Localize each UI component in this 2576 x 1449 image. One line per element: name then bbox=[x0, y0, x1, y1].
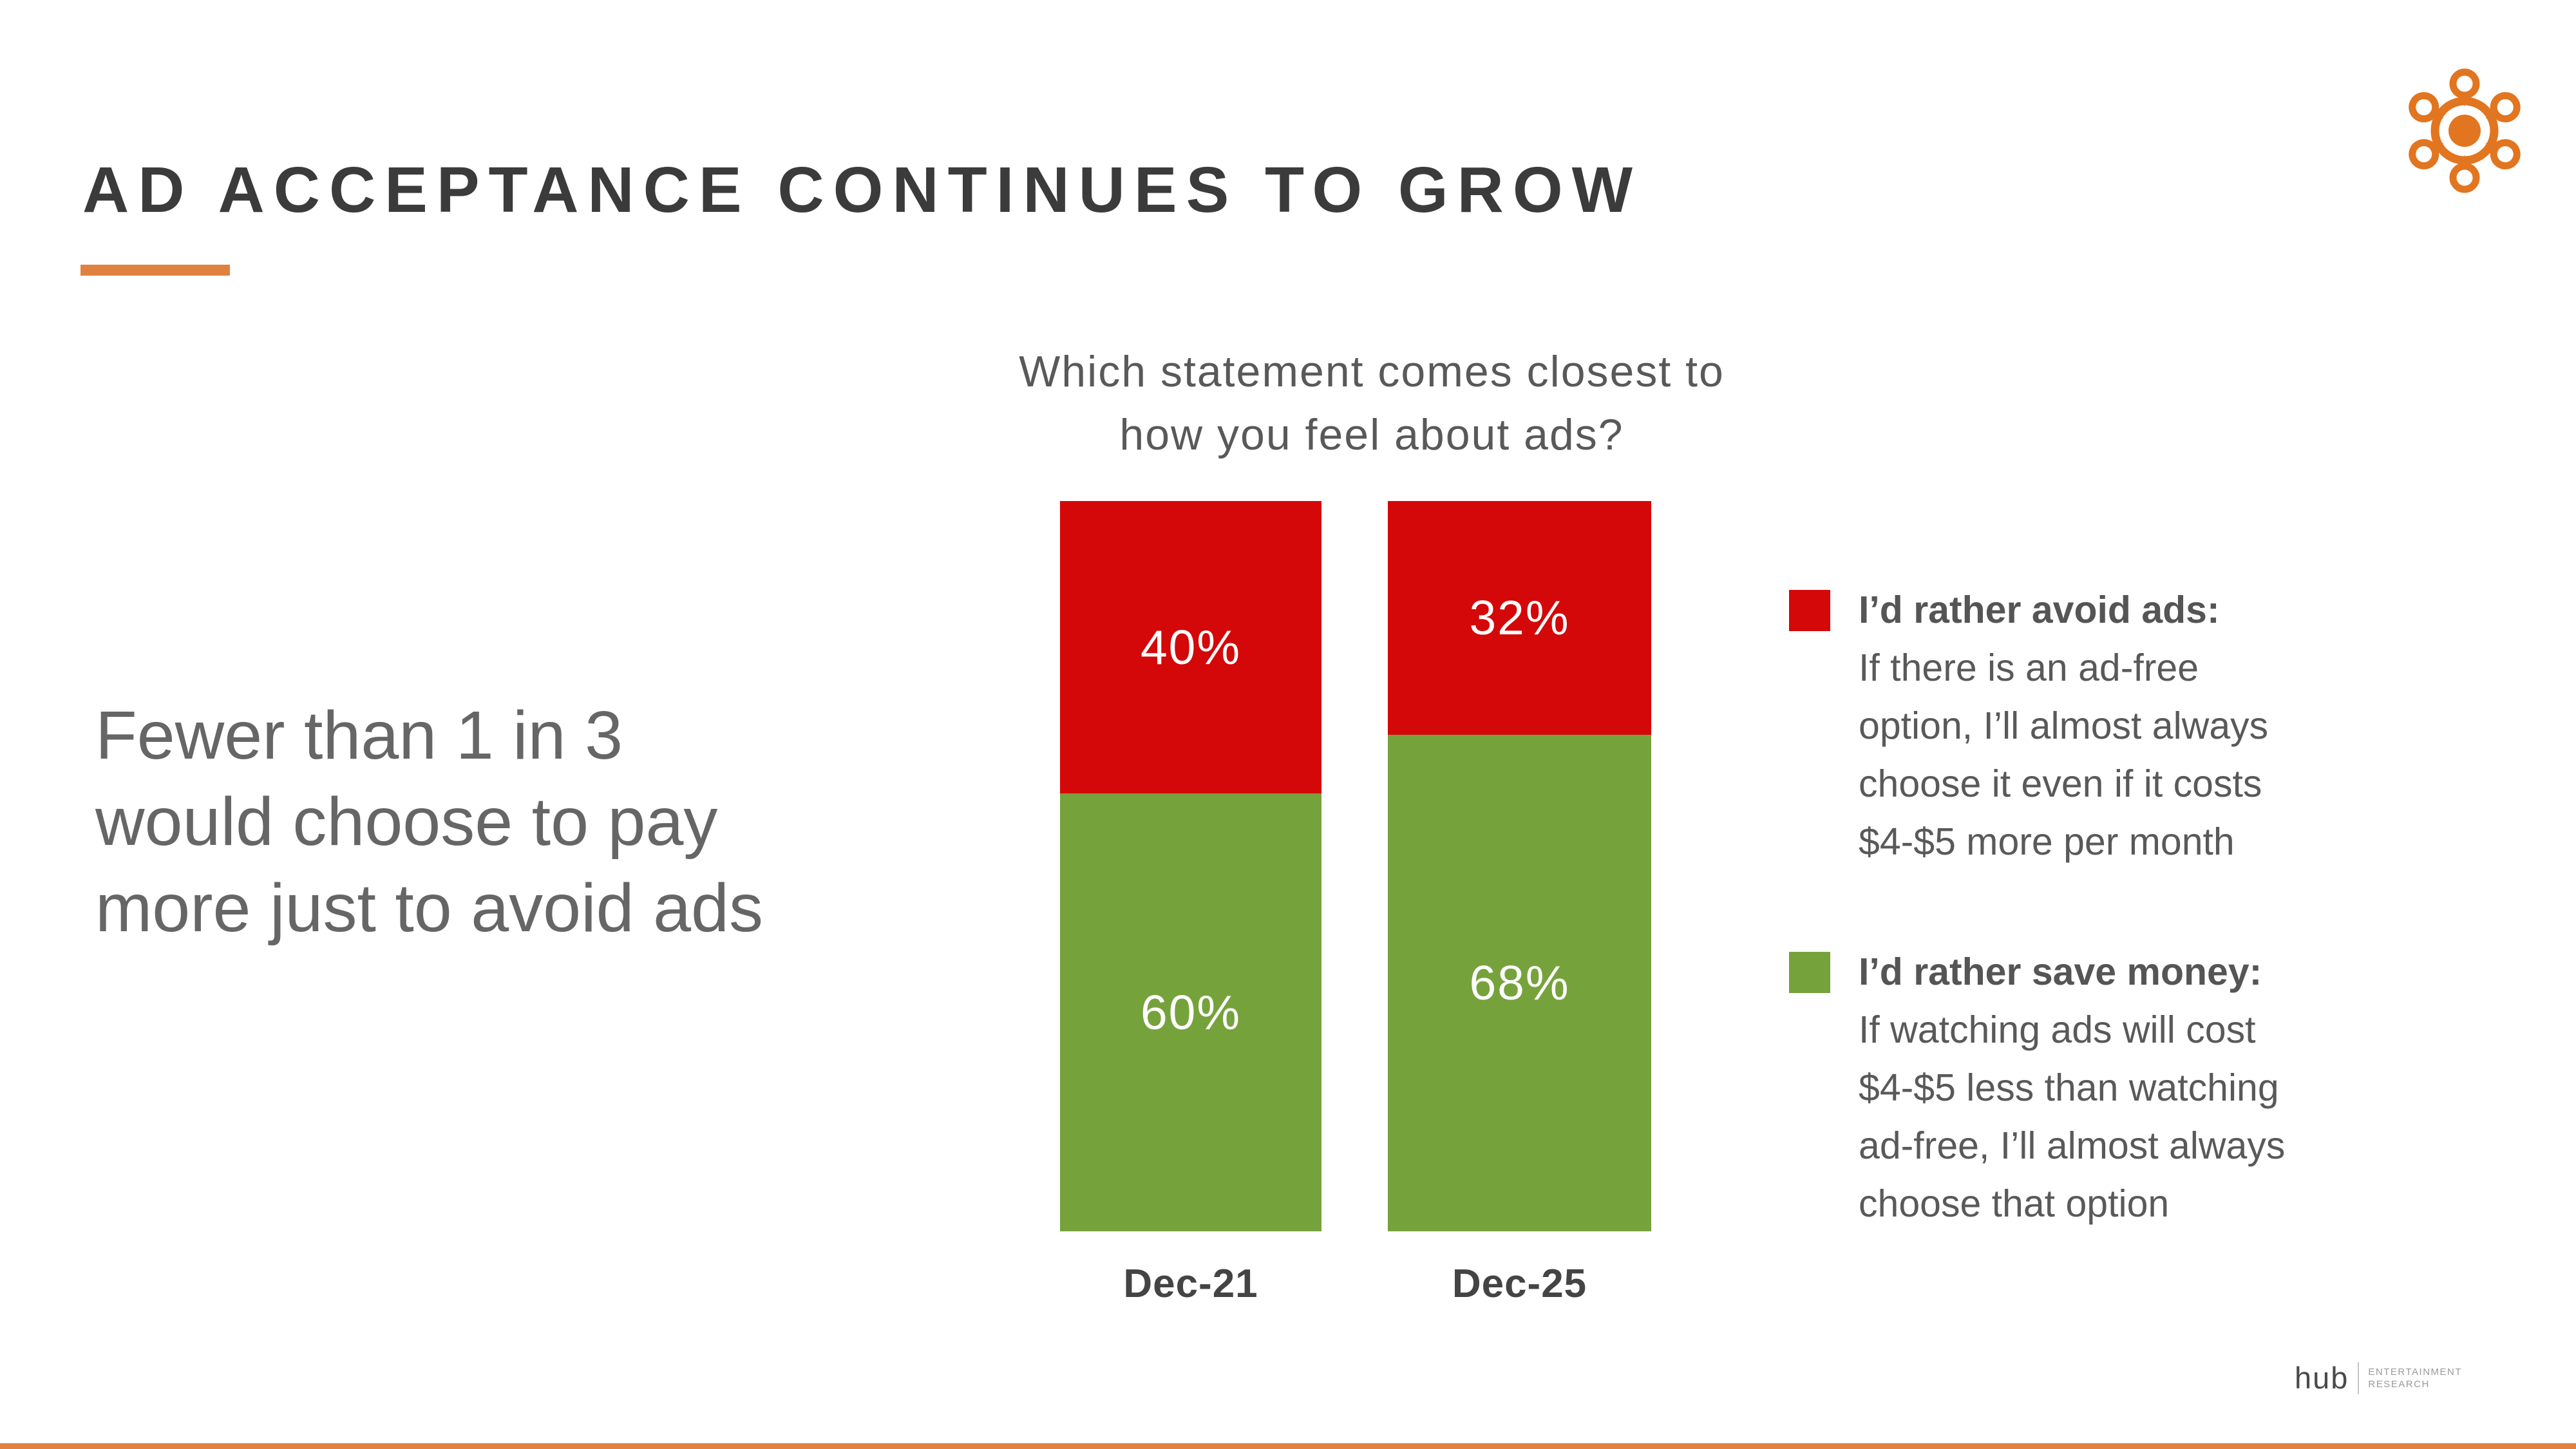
logo-caption: ENTERTAINMENT RESEARCH bbox=[2368, 1366, 2462, 1390]
legend-swatch-green bbox=[1789, 952, 1830, 993]
chart-title: Which statement comes closest to how you… bbox=[889, 340, 1855, 466]
legend-item-line: choose it even if it costs bbox=[1859, 762, 2262, 805]
bar-value-label: 60% bbox=[1140, 985, 1242, 1039]
title-underline-accent bbox=[80, 265, 230, 276]
legend-item-title: I’d rather save money: bbox=[1859, 951, 2262, 993]
chart-title-line: Which statement comes closest to bbox=[1019, 347, 1725, 396]
category-label-dec-21: Dec-21 bbox=[1123, 1261, 1258, 1306]
legend-item-line: If there is an ad-free bbox=[1859, 647, 2199, 689]
legend-item-title: I’d rather avoid ads: bbox=[1859, 589, 2220, 631]
slide-title: AD ACCEPTANCE CONTINUES TO GROW bbox=[82, 154, 1642, 226]
legend-swatch-red bbox=[1789, 590, 1830, 631]
chart-legend: I’d rather avoid ads: If there is an ad-… bbox=[1789, 581, 2465, 1305]
legend-text-avoid-ads: I’d rather avoid ads: If there is an ad-… bbox=[1859, 581, 2268, 871]
location-pin-icon bbox=[2485, 139, 2521, 169]
legend-text-save-money: I’d rather save money: If watching ads w… bbox=[1859, 943, 2285, 1233]
center-dot bbox=[2448, 115, 2481, 147]
legend-item-line: If watching ads will cost bbox=[1859, 1009, 2256, 1051]
chart-title-line: how you feel about ads? bbox=[1119, 410, 1624, 459]
legend-item-line: $4-$5 more per month bbox=[1859, 820, 2235, 863]
hub-icon-center bbox=[2430, 97, 2499, 165]
bar-value-label: 32% bbox=[1469, 591, 1570, 645]
bar-segment-avoid-ads-dec21: 40% bbox=[1060, 501, 1321, 793]
logo-caption-line: ENTERTAINMENT bbox=[2368, 1366, 2463, 1378]
bar-segment-save-money-dec25: 68% bbox=[1388, 734, 1651, 1231]
location-pin-icon bbox=[2449, 155, 2480, 193]
legend-item-avoid-ads: I’d rather avoid ads: If there is an ad-… bbox=[1789, 581, 2465, 871]
key-takeaway-text: Fewer than 1 in 3 would choose to pay mo… bbox=[95, 692, 763, 951]
key-takeaway-line: more just to avoid ads bbox=[95, 870, 763, 946]
bar-plot-area: 40% 60% 32% 68% bbox=[0, 501, 2576, 1231]
key-takeaway-line: Fewer than 1 in 3 bbox=[95, 697, 623, 773]
logo-caption-line: RESEARCH bbox=[2368, 1378, 2430, 1390]
bar-value-label: 40% bbox=[1140, 620, 1242, 674]
hub-research-logo: hub ENTERTAINMENT RESEARCH bbox=[2295, 1360, 2462, 1396]
location-pin-icon bbox=[2485, 92, 2521, 122]
bottom-accent-bar bbox=[0, 1443, 2576, 1449]
location-pin-icon bbox=[2449, 68, 2480, 106]
bar-value-label: 68% bbox=[1469, 956, 1570, 1010]
hub-wordmark: hub bbox=[2295, 1361, 2349, 1395]
logo-divider bbox=[2358, 1361, 2360, 1394]
hub-logo-icon bbox=[2409, 68, 2521, 193]
bar-dec-25: 32% 68% bbox=[1388, 501, 1651, 1231]
bar-segment-save-money-dec21: 60% bbox=[1060, 793, 1321, 1231]
key-takeaway-line: would choose to pay bbox=[95, 784, 718, 860]
legend-item-line: option, I’ll almost always bbox=[1859, 705, 2269, 747]
bar-dec-21: 40% 60% bbox=[1060, 501, 1321, 1231]
legend-item-line: choose that option bbox=[1859, 1182, 2170, 1225]
bar-segment-avoid-ads-dec25: 32% bbox=[1388, 501, 1651, 735]
category-label-dec-25: Dec-25 bbox=[1452, 1261, 1587, 1306]
legend-item-save-money: I’d rather save money: If watching ads w… bbox=[1789, 943, 2465, 1233]
location-pin-icon bbox=[2409, 139, 2444, 169]
location-pin-icon bbox=[2409, 92, 2444, 122]
legend-item-line: ad-free, I’ll almost always bbox=[1859, 1124, 2286, 1167]
legend-item-line: $4-$5 less than watching bbox=[1859, 1066, 2279, 1109]
